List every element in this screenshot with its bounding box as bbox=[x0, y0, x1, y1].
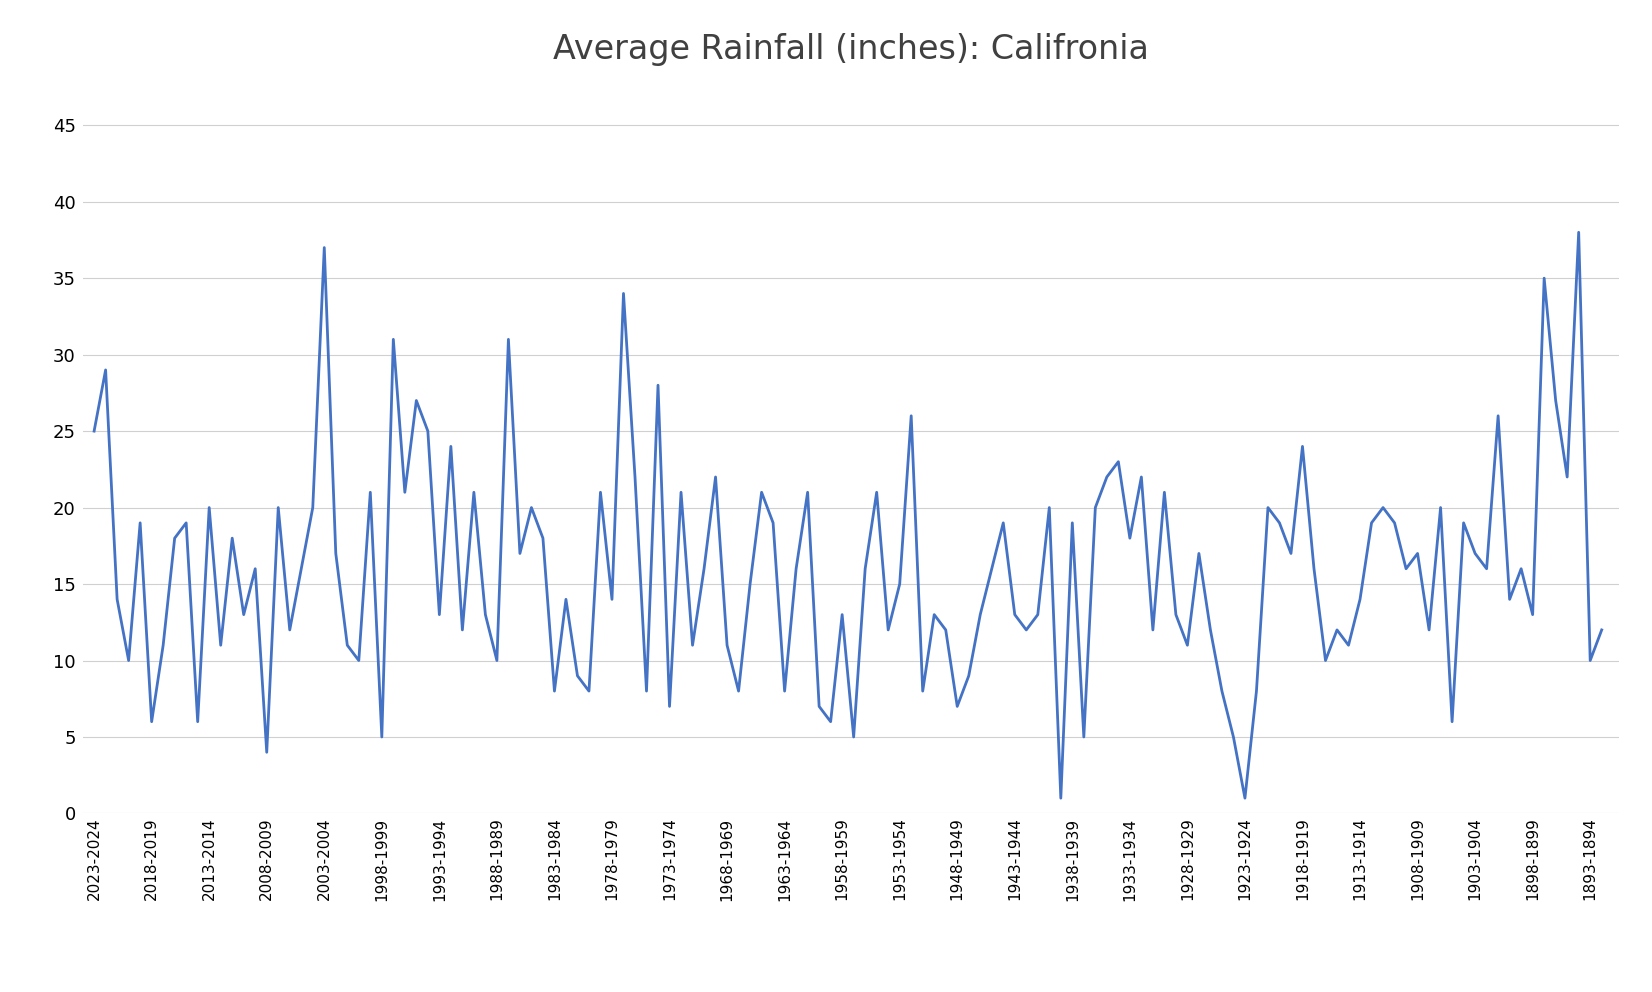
Title: Average Rainfall (inches): Califronia: Average Rainfall (inches): Califronia bbox=[553, 33, 1148, 65]
